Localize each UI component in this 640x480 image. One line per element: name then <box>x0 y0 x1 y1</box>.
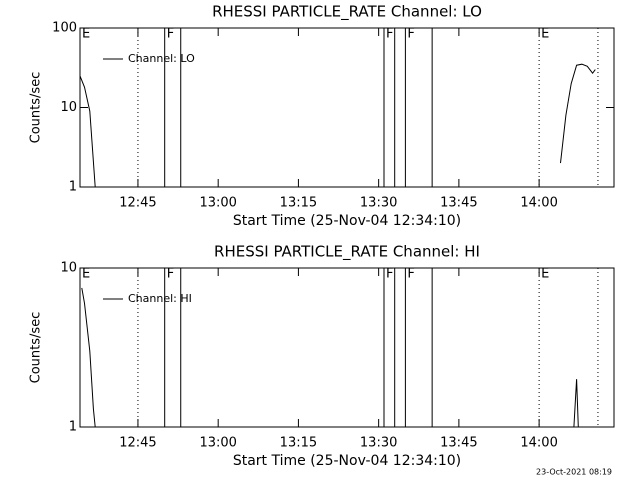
y-tick-label: 100 <box>52 21 77 36</box>
event-label: E <box>82 267 90 282</box>
y-tick-label: 1 <box>69 180 77 195</box>
event-label: F <box>167 27 174 42</box>
x-tick-label: 13:15 <box>280 196 317 211</box>
event-label: F <box>167 267 174 282</box>
x-tick-label: 13:00 <box>199 436 236 451</box>
data-line <box>79 63 596 188</box>
event-label: F <box>386 27 393 42</box>
y-axis-label: Counts/sec <box>29 312 44 384</box>
data-line <box>81 287 579 428</box>
y-axis-label: Counts/sec <box>29 72 44 144</box>
x-tick-label: 12:45 <box>119 436 156 451</box>
event-label: F <box>407 267 414 282</box>
y-tick-label: 10 <box>60 261 77 276</box>
legend-label: Channel: HI <box>128 292 192 305</box>
x-axis-label: Start Time (25-Nov-04 12:34:10) <box>233 213 461 229</box>
x-tick-label: 14:00 <box>520 436 557 451</box>
legend-label: Channel: LO <box>128 52 195 65</box>
x-axis-label: Start Time (25-Nov-04 12:34:10) <box>233 453 461 469</box>
event-label: F <box>407 27 414 42</box>
x-tick-label: 13:00 <box>199 196 236 211</box>
chart-title: RHESSI PARTICLE_RATE Channel: LO <box>212 3 482 22</box>
event-label: E <box>82 27 90 42</box>
x-tick-label: 13:45 <box>440 436 477 451</box>
x-tick-label: 14:00 <box>520 196 557 211</box>
y-tick-label: 1 <box>69 420 77 435</box>
footer: 23-Oct-2021 08:19 <box>536 468 612 477</box>
x-tick-label: 12:45 <box>119 196 156 211</box>
event-label: F <box>386 267 393 282</box>
event-label: E <box>541 267 549 282</box>
chart-title: RHESSI PARTICLE_RATE Channel: HI <box>214 243 480 262</box>
y-tick-label: 10 <box>60 100 77 115</box>
x-tick-label: 13:30 <box>360 196 397 211</box>
x-tick-label: 13:30 <box>360 436 397 451</box>
x-tick-label: 13:15 <box>280 436 317 451</box>
x-tick-label: 13:45 <box>440 196 477 211</box>
event-label: E <box>541 27 549 42</box>
